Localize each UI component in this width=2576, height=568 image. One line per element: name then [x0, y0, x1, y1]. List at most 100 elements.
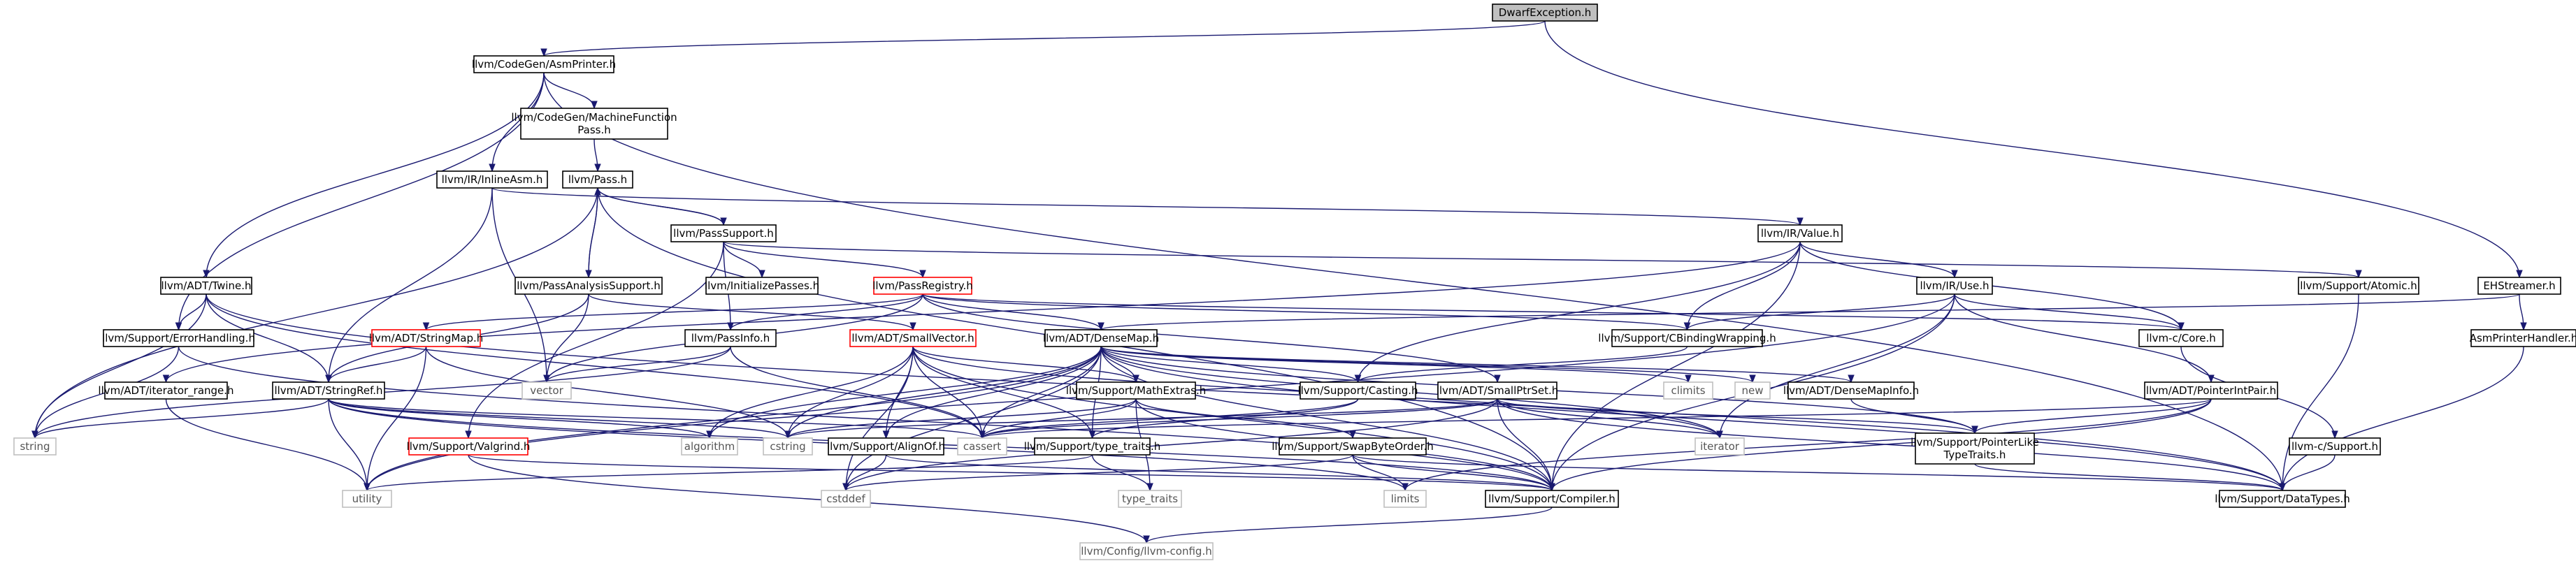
- node-typetraits-label-0: llvm/Support/type_traits.h: [1024, 440, 1161, 453]
- arrowhead-passsupport-to-valgrind: [465, 430, 472, 439]
- edge-smallvector-to-typetraits: [912, 346, 1093, 439]
- node-use-box: [1916, 277, 1993, 295]
- node-valgrind[interactable]: llvm/Support/Valgrind.h: [407, 437, 531, 456]
- node-asmprinter-label-0: llvm/CodeGen/AsmPrinter.h: [472, 58, 616, 71]
- node-cbinding-box: [1611, 329, 1763, 347]
- node-pass-box: [562, 170, 633, 189]
- node-passsupport-box: [670, 224, 777, 242]
- edge-passsupport-to-initpasses: [723, 241, 763, 278]
- node-vector-label-0: vector: [530, 384, 563, 397]
- node-cbinding[interactable]: llvm/Support/CBindingWrapping.h: [1598, 329, 1776, 347]
- node-compiler[interactable]: llvm/Support/Compiler.h: [1485, 490, 1619, 508]
- edge-value-to-casting: [1357, 241, 1801, 383]
- edge-densemap-to-cstring: [787, 346, 1102, 439]
- node-alignof[interactable]: llvm/Support/AlignOf.h: [827, 437, 945, 456]
- edge-asmprinter-to-datatypes: [543, 72, 2283, 491]
- arrowhead-stringmap-to-stringref: [325, 374, 332, 384]
- edge-pointerintpair-to-pointerlike: [1974, 398, 2212, 434]
- node-inlineasm[interactable]: llvm/IR/InlineAsm.h: [436, 170, 548, 189]
- node-pass[interactable]: llvm/Pass.h: [562, 170, 633, 189]
- edge-valgrind-to-compiler: [468, 454, 1553, 491]
- node-pointerintpair[interactable]: llvm/ADT/PointerIntPair.h: [2144, 381, 2278, 400]
- arrowhead-densemap-to-climits: [1685, 374, 1692, 384]
- node-dwarf[interactable]: DwarfException.h: [1492, 3, 1598, 22]
- node-smallptrset[interactable]: llvm/ADT/SmallPtrSet.h: [1437, 381, 1559, 400]
- node-stringref-box: [272, 381, 385, 400]
- node-smallptrset-box: [1437, 381, 1557, 400]
- arrowhead-smallptrset-to-cstring: [784, 430, 791, 439]
- edge-swapbyteorder-to-datatypes: [1352, 454, 2283, 491]
- edge-use-to-core: [1954, 293, 2182, 330]
- node-stringmap-label-0: llvm/ADT/StringMap.h: [369, 332, 484, 344]
- edge-passinfo-to-cassert: [730, 346, 983, 439]
- node-smallvector[interactable]: llvm/ADT/SmallVector.h: [849, 329, 977, 347]
- node-datatypes-label-0: llvm/Support/DataTypes.h: [2215, 493, 2350, 505]
- edge-typetraits-to-utility: [366, 454, 1093, 491]
- edge-stringref-to-cassert: [328, 398, 983, 439]
- edge-asmprinterhandler-to-datatypes: [2282, 346, 2524, 491]
- edge-value-to-cbinding: [1686, 241, 1801, 330]
- node-asmprinter[interactable]: llvm/CodeGen/AsmPrinter.h: [472, 55, 616, 73]
- node-passanalysis-label-0: llvm/PassAnalysisSupport.h: [517, 279, 660, 292]
- node-asmprinterhandler[interactable]: AsmPrinterHandler.h: [2470, 329, 2576, 347]
- edge-mathextras-to-cassert: [981, 398, 1137, 439]
- node-stringmap[interactable]: llvm/ADT/StringMap.h: [369, 329, 484, 347]
- node-mfpass-label-0: llvm/CodeGen/MachineFunction: [511, 111, 677, 124]
- node-errorhandling[interactable]: llvm/Support/ErrorHandling.h: [102, 329, 255, 347]
- node-swapbyteorder[interactable]: llvm/Support/SwapByteOrder.h: [1272, 437, 1434, 456]
- edge-compiler-to-config: [1146, 507, 1553, 544]
- node-passinfo[interactable]: llvm/PassInfo.h: [684, 329, 777, 347]
- arrowhead-passsupport-to-passregistry: [919, 270, 926, 279]
- node-densemapinfo[interactable]: llvm/ADT/DenseMapInfo.h: [1783, 381, 1919, 400]
- node-dwarf-label-0: DwarfException.h: [1499, 6, 1592, 19]
- node-twine[interactable]: llvm/ADT/Twine.h: [160, 277, 252, 295]
- edge-stringref-to-utility: [328, 398, 368, 491]
- node-vector: vector: [521, 381, 572, 400]
- node-algorithm-label-0: algorithm: [684, 440, 735, 453]
- node-cstddef-label-0: cstddef: [826, 493, 865, 505]
- node-new-box: [1734, 381, 1771, 400]
- node-datatypes[interactable]: llvm/Support/DataTypes.h: [2215, 490, 2350, 508]
- node-cassert-label-0: cassert: [963, 440, 1001, 453]
- edge-twine-to-stringref: [206, 293, 329, 383]
- node-mathextras[interactable]: llvm/Support/MathExtras.h: [1066, 381, 1206, 400]
- node-iterrange[interactable]: llvm/ADT/iterator_range.h: [98, 381, 234, 400]
- graph-nodes: DwarfException.h llvm/CodeGen/AsmPrinter.…: [13, 3, 2576, 560]
- node-initpasses[interactable]: llvm/InitializePasses.h: [705, 277, 819, 295]
- arrowhead-asmprinter-to-inlineasm: [489, 163, 496, 173]
- node-use[interactable]: llvm/IR/Use.h: [1916, 277, 1993, 295]
- edge-smallptrset-to-datatypes: [1497, 398, 2283, 491]
- node-typetraits[interactable]: llvm/Support/type_traits.h: [1024, 437, 1161, 456]
- arrowhead-densemap-to-new: [1749, 374, 1756, 384]
- node-casting[interactable]: llvm/Support/Casting.h: [1297, 381, 1418, 400]
- edge-use-to-iterator: [1719, 293, 1955, 439]
- node-core[interactable]: llvm-c/Core.h: [2138, 329, 2224, 347]
- edge-mathextras-to-cstring: [787, 398, 1137, 439]
- node-ehstreamer[interactable]: EHStreamer.h: [2477, 277, 2561, 295]
- node-stringref[interactable]: llvm/ADT/StringRef.h: [272, 381, 385, 400]
- node-valgrind-box: [408, 437, 528, 456]
- node-pointerlike-label-0: llvm/Support/PointerLike: [1911, 436, 2039, 449]
- node-inlineasm-label-0: llvm/IR/InlineAsm.h: [442, 173, 543, 186]
- edge-alignof-to-compiler: [885, 454, 1553, 491]
- node-densemap[interactable]: llvm/ADT/DenseMap.h: [1043, 329, 1159, 347]
- edge-errorhandling-to-compiler: [178, 346, 1553, 491]
- node-string-box: [13, 437, 57, 456]
- node-climits-label-0: climits: [1671, 384, 1705, 397]
- node-passregistry[interactable]: llvm/PassRegistry.h: [872, 277, 973, 295]
- edge-dwarf-to-asmprinter: [543, 20, 1546, 57]
- node-csupport[interactable]: llvm-c/Support.h: [2289, 437, 2381, 456]
- node-passanalysis[interactable]: llvm/PassAnalysisSupport.h: [515, 277, 663, 295]
- node-iterrange-box: [104, 381, 228, 400]
- arrowhead-passanalysis-to-smallvector: [909, 322, 916, 331]
- node-atomic[interactable]: llvm/Support/Atomic.h: [2298, 277, 2419, 295]
- node-compiler-label-0: llvm/Support/Compiler.h: [1488, 493, 1616, 505]
- node-value[interactable]: llvm/IR/Value.h: [1757, 224, 1843, 242]
- edge-passregistry-to-smallptrset: [922, 293, 1498, 383]
- node-value-box: [1757, 224, 1843, 242]
- node-use-label-0: llvm/IR/Use.h: [1920, 279, 1989, 292]
- node-passsupport[interactable]: llvm/PassSupport.h: [670, 224, 777, 242]
- arrowhead-casting-to-typetraits: [1088, 430, 1096, 439]
